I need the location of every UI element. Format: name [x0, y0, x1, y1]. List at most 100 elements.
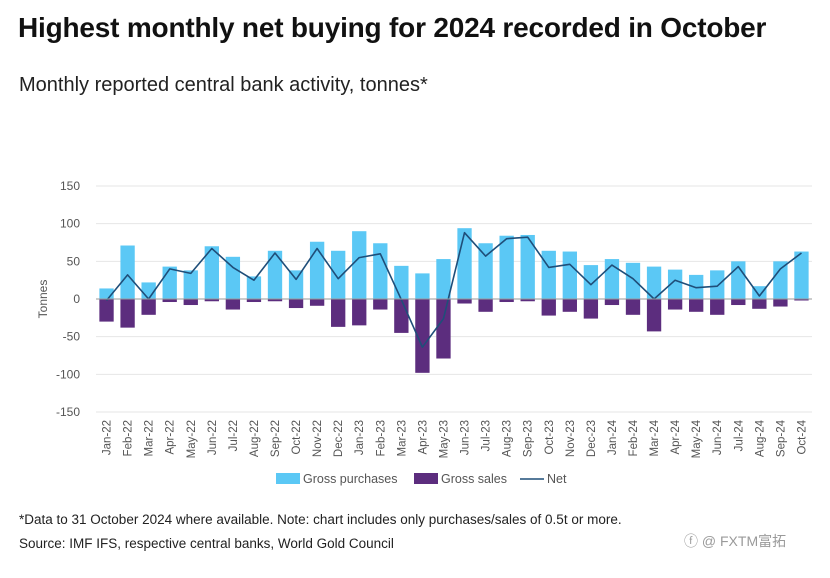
gross-sales-bar [752, 299, 767, 309]
x-tick-label: Jul-22 [228, 420, 240, 451]
gross-purchases-bar [415, 273, 430, 299]
gross-sales-bar [309, 299, 325, 306]
gross-sales-bar [625, 299, 641, 315]
gross-sales-bar [520, 299, 535, 302]
gross-sales-bar [373, 299, 388, 310]
gross-purchases-bar [752, 286, 767, 299]
bars [99, 228, 809, 373]
x-tick-label: Apr-24 [670, 419, 682, 454]
gross-sales-bar [183, 299, 198, 306]
gross-sales-bar [646, 299, 662, 332]
gross-purchases-bar [352, 231, 367, 299]
gross-sales-bar [225, 299, 241, 310]
x-tick-label: Aug-23 [502, 420, 514, 457]
y-tick-label: -50 [63, 330, 81, 344]
x-tick-label: Mar-24 [649, 419, 661, 456]
gross-purchases-bar [646, 266, 662, 299]
y-tick-label: -100 [56, 367, 80, 381]
x-tick-label: Apr-23 [417, 420, 429, 455]
x-tick-label: Jan-22 [102, 420, 114, 455]
gross-purchases-bar [710, 270, 725, 299]
x-tick-label: Nov-22 [312, 420, 324, 457]
gross-purchases-bar [267, 250, 283, 299]
gross-sales-bar [562, 299, 577, 312]
x-tick-label: Apr-22 [165, 420, 177, 455]
y-tick-label: -150 [56, 405, 80, 419]
gross-purchases-bar [794, 251, 809, 299]
gross-sales-bar [499, 299, 514, 303]
legend-gross-sales-label: Gross sales [441, 472, 507, 486]
x-tick-label: Sep-22 [270, 420, 282, 457]
watermark-logo-icon: ⓕ @ [684, 533, 717, 549]
legend-gross-purchases-label: Gross purchases [303, 472, 397, 486]
x-tick-label: Sep-24 [775, 419, 787, 457]
x-tick-label: Aug-24 [754, 419, 766, 457]
y-tick-label: 100 [60, 217, 80, 231]
gross-sales-bar [162, 299, 177, 303]
footnote: *Data to 31 October 2024 where available… [19, 512, 622, 527]
gross-sales-bar [710, 299, 725, 315]
y-tick-label: 50 [67, 254, 81, 268]
legend-gross-sales-swatch [414, 473, 438, 484]
gross-sales-bar [267, 299, 283, 302]
x-tick-label: Jan-24 [607, 419, 619, 455]
y-axis-label: Tonnes [36, 280, 50, 319]
gross-purchases-bar [436, 259, 451, 299]
x-tick-label: Dec-23 [586, 420, 598, 457]
gross-sales-bar [394, 299, 409, 333]
gross-purchases-bar [183, 270, 198, 299]
x-tick-label: Oct-22 [291, 420, 303, 455]
gross-purchases-bar [520, 234, 535, 299]
x-tick-label: Nov-23 [565, 420, 577, 457]
gross-sales-bar [99, 299, 114, 322]
gross-purchases-bar [499, 235, 514, 299]
chart-subtitle: Monthly reported central bank activity, … [19, 74, 428, 96]
gross-purchases-bar [246, 276, 262, 299]
source-note: Source: IMF IFS, respective central bank… [19, 536, 394, 551]
legend-net-label: Net [547, 472, 567, 486]
net-line [105, 231, 802, 348]
x-tick-label: Jun-23 [460, 420, 472, 455]
gross-purchases-bar [309, 241, 325, 299]
y-tick-label: 0 [73, 292, 80, 306]
gross-sales-bar [794, 299, 809, 301]
gross-sales-bar [604, 299, 620, 306]
gross-sales-bar [457, 299, 472, 304]
gross-sales-bar [478, 299, 493, 312]
gross-purchases-bar [373, 243, 388, 299]
x-tick-label: Oct-24 [797, 419, 809, 454]
gross-purchases-bar [478, 243, 493, 299]
x-tick-label: Feb-23 [375, 420, 387, 456]
central-bank-activity-chart: 150 100 50 0 -50 -100 -150 Tonnes Jan-22 Feb-22 Ma… [36, 179, 812, 486]
gross-purchases-bar [99, 288, 114, 299]
x-tick-label: Jan-23 [354, 420, 366, 455]
legend-gross-purchases-swatch [276, 473, 300, 484]
x-tick-label: Sep-23 [523, 420, 535, 457]
net-line-layer [105, 231, 802, 348]
gross-sales-bar [141, 299, 156, 315]
gross-purchases-bar [204, 246, 219, 299]
gross-purchases-bar [162, 266, 177, 299]
gross-purchases-bar [562, 251, 577, 299]
gross-sales-bar [246, 299, 262, 303]
x-tick-label: Feb-24 [628, 419, 640, 456]
x-tick-label: Jun-22 [207, 420, 219, 455]
x-tick-label: Jul-23 [481, 420, 493, 451]
chart-title: Highest monthly net buying for 2024 reco… [18, 12, 767, 43]
watermark: ⓕ @ FXTM富拓 [684, 531, 786, 551]
x-tick-label: Mar-22 [144, 420, 156, 456]
gross-sales-bar [667, 299, 683, 310]
gross-purchases-bar [394, 265, 409, 299]
x-tick-label: Jul-24 [733, 419, 745, 451]
gross-sales-bar [288, 299, 304, 309]
x-tick-label: Aug-22 [249, 420, 261, 457]
gross-purchases-bar [773, 261, 788, 299]
gross-sales-bar [204, 299, 219, 302]
gross-purchases-bar [331, 250, 346, 299]
gross-sales-bar [352, 299, 367, 326]
gross-sales-bar [689, 299, 704, 312]
x-tick-label: Feb-22 [123, 420, 135, 456]
watermark-text: FXTM富拓 [720, 533, 787, 549]
gross-sales-bar [773, 299, 788, 307]
gross-purchases-bar [625, 262, 641, 299]
